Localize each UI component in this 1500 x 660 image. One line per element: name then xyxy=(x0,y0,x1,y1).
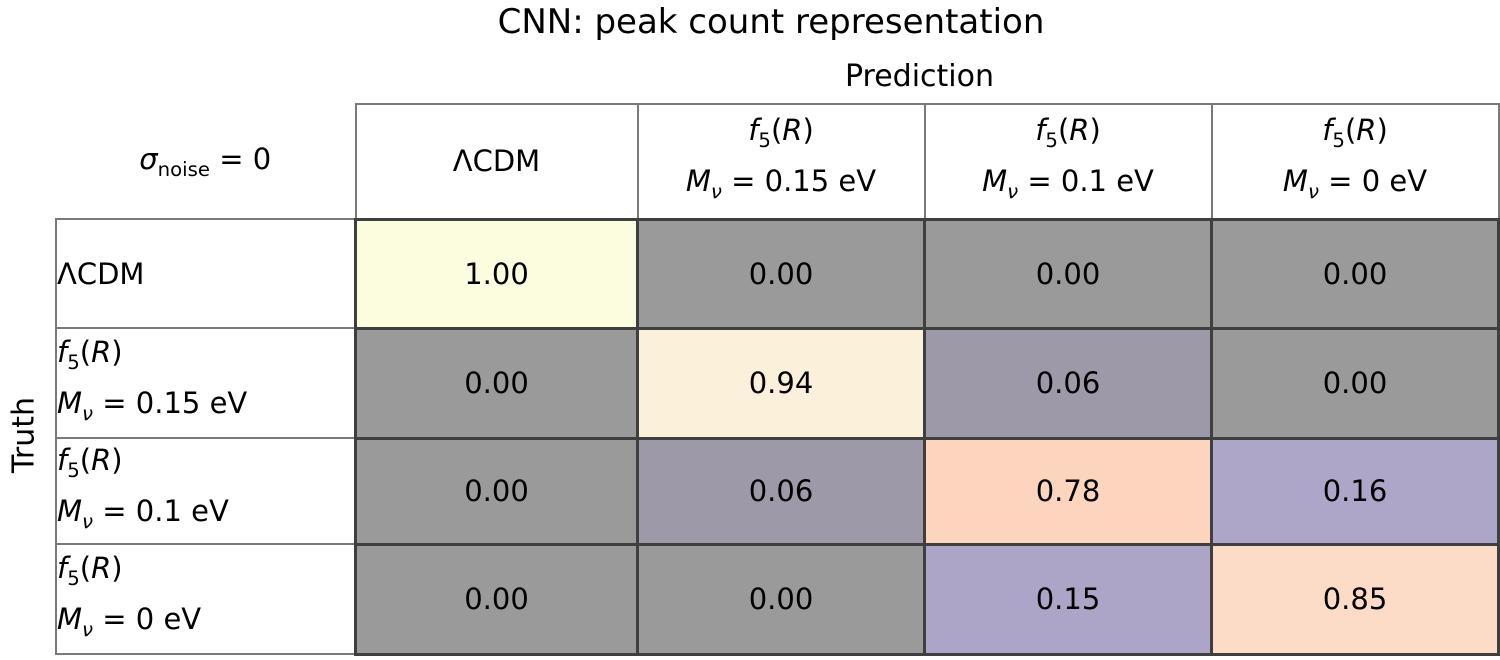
col-header-f5r-mnu-0: f5(R) Mν = 0 eV xyxy=(1210,103,1500,220)
noise-level-label: σnoise = 0 xyxy=(56,104,356,219)
cell-1-1: 0.94 xyxy=(636,326,926,440)
cell-2-1: 0.06 xyxy=(636,436,926,546)
cell-0-0: 1.00 xyxy=(354,217,639,330)
cell-2-2: 0.78 xyxy=(923,436,1213,546)
cell-1-0: 0.00 xyxy=(354,326,639,440)
cell-1-3: 0.00 xyxy=(1210,326,1500,440)
table-row-f5r-mnu-0-1: f5(R) Mν = 0.1 eV 0.00 0.06 0.78 0.16 xyxy=(55,436,1500,546)
cell-2-0: 0.00 xyxy=(354,436,639,546)
row-header-lcdm: ΛCDM xyxy=(55,218,357,329)
cell-3-2: 0.15 xyxy=(923,542,1213,656)
cell-3-0: 0.00 xyxy=(354,542,639,656)
row-header-f5r-mnu-0-15: f5(R) Mν = 0.15 eV xyxy=(55,327,357,439)
cell-0-3: 0.00 xyxy=(1210,217,1500,330)
table-row-lcdm: ΛCDM 1.00 0.00 0.00 0.00 xyxy=(55,217,1500,330)
confusion-matrix-table: σnoise = 0 ΛCDM f5(R) Mν = 0.15 eV f5(R) M… xyxy=(55,103,1500,656)
col-header-lcdm: ΛCDM xyxy=(354,103,639,220)
col-header-f5r-mnu-0-15: f5(R) Mν = 0.15 eV xyxy=(636,103,926,220)
row-header-f5r-mnu-0: f5(R) Mν = 0 eV xyxy=(55,543,357,655)
cell-0-1: 0.00 xyxy=(636,217,926,330)
cell-2-3: 0.16 xyxy=(1210,436,1500,546)
cell-3-3: 0.85 xyxy=(1210,542,1500,656)
prediction-axis-label: Prediction xyxy=(844,59,995,94)
cell-3-1: 0.00 xyxy=(636,542,926,656)
cell-0-2: 0.00 xyxy=(923,217,1213,330)
header-row: σnoise = 0 ΛCDM f5(R) Mν = 0.15 eV f5(R) M… xyxy=(56,103,1500,220)
row-header-f5r-mnu-0-1: f5(R) Mν = 0.1 eV xyxy=(55,437,357,545)
table-row-f5r-mnu-0: f5(R) Mν = 0 eV 0.00 0.00 0.15 0.85 xyxy=(55,542,1500,656)
truth-axis-label: Truth xyxy=(6,396,42,474)
figure-title: CNN: peak count representation xyxy=(497,2,1045,42)
table-row-f5r-mnu-0-15: f5(R) Mν = 0.15 eV 0.00 0.94 0.06 0.00 xyxy=(55,326,1500,440)
col-header-f5r-mnu-0-1: f5(R) Mν = 0.1 eV xyxy=(923,103,1213,220)
cell-1-2: 0.06 xyxy=(923,326,1213,440)
